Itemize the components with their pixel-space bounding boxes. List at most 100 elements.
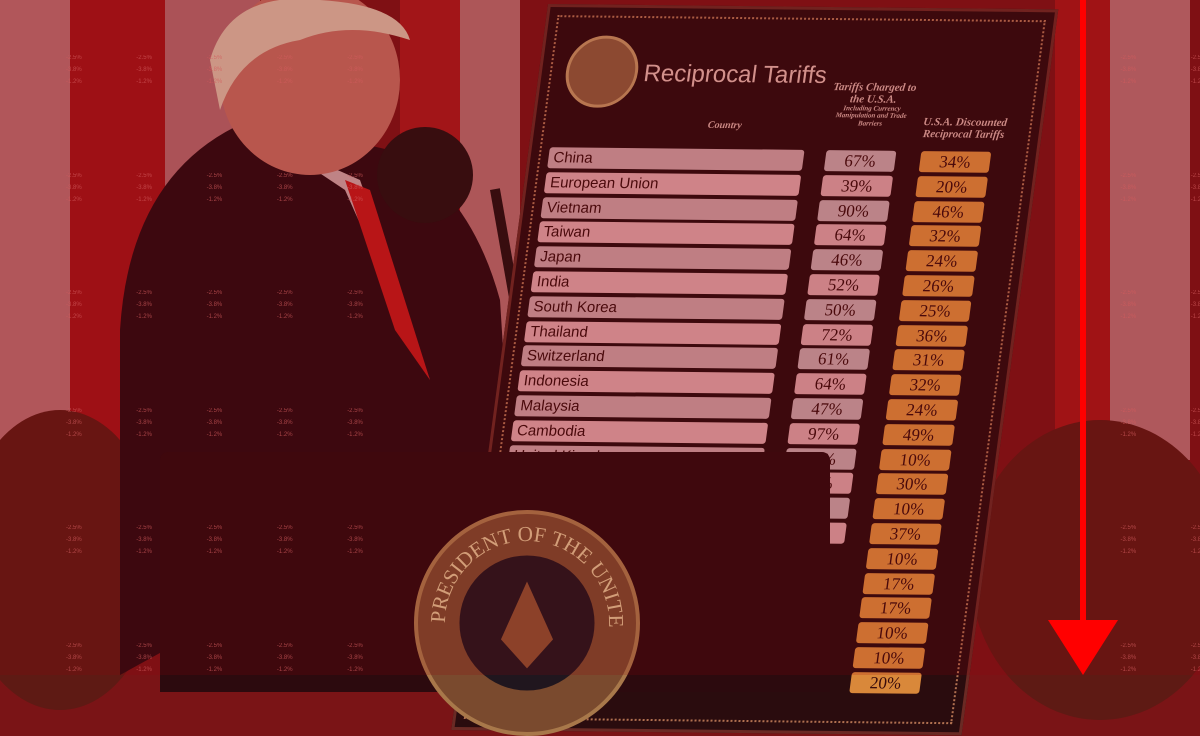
country-label: Taiwan	[537, 221, 795, 246]
discounted-tariff: 32%	[908, 225, 982, 248]
watermark-value: -1.2%	[1190, 196, 1200, 203]
watermark-value: -2.5%	[347, 407, 363, 414]
watermark-value: -2.5%	[66, 642, 82, 649]
watermark-value: -3.8%	[66, 419, 82, 426]
watermark-label: -2.5% -3.8% -1.2%	[207, 170, 223, 206]
discounted-tariff: 24%	[885, 399, 959, 421]
watermark-value: -2.5%	[66, 172, 82, 179]
discounted-tariff: 34%	[918, 151, 992, 173]
watermark-label: -2.5% -3.8% -1.2%	[1191, 287, 1200, 323]
watermark-label: -2.5% -3.8% -1.2%	[136, 640, 152, 676]
watermark-value: -2.5%	[1120, 290, 1137, 296]
watermark-value: -1.2%	[206, 666, 223, 673]
watermark-value: -1.2%	[66, 314, 82, 320]
watermark-label: -2.5% -3.8% -1.2%	[66, 287, 82, 323]
watermark-value: -3.8%	[276, 419, 293, 426]
watermark-value: -2.5%	[1120, 642, 1137, 649]
watermark-value: -3.8%	[136, 537, 152, 543]
watermark-label: -2.5% -3.8% -1.2%	[347, 640, 363, 676]
watermark-label: -2.5% -3.8% -1.2%	[347, 170, 363, 206]
watermark-label: -2.5% -3.8% -1.2%	[66, 640, 82, 676]
watermark-label: -2.5% -3.8% -1.2%	[136, 405, 152, 441]
charged-header-title: Tariffs Charged to the U.S.A.	[832, 81, 918, 106]
watermark-label: -2.5% -3.8% -1.2%	[277, 522, 293, 558]
watermark-value: -2.5%	[347, 525, 363, 531]
watermark-value: -1.2%	[276, 79, 293, 85]
watermark-value: -3.8%	[1120, 67, 1137, 73]
watermark-label: -2.5% -3.8% -1.2%	[66, 52, 82, 88]
discounted-tariff: 32%	[888, 374, 962, 397]
watermark-value: -1.2%	[1190, 549, 1200, 555]
charged-header: Tariffs Charged to the U.S.A. Including …	[825, 81, 921, 128]
watermark-value: -1.2%	[1190, 314, 1200, 320]
watermark-label: -2.5% -3.8% -1.2%	[1121, 170, 1137, 206]
country-label: Thailand	[523, 320, 782, 345]
discounted-tariff: 20%	[915, 175, 989, 198]
watermark-value: -1.2%	[136, 431, 152, 438]
charged-tariff: 39%	[820, 174, 894, 197]
watermark-value: -3.8%	[1120, 654, 1137, 661]
watermark-value: -3.8%	[136, 419, 152, 426]
charged-tariff: 64%	[813, 224, 887, 247]
watermark-value: -1.2%	[136, 314, 152, 320]
watermark-label: -2.5% -3.8% -1.2%	[1121, 52, 1137, 88]
watermark-value: -2.5%	[206, 172, 223, 179]
watermark-value: -2.5%	[206, 55, 223, 61]
country-label: Cambodia	[510, 419, 769, 444]
watermark-label: -2.5% -3.8% -1.2%	[207, 287, 223, 323]
watermark-value: -2.5%	[136, 172, 152, 179]
watermark-label: -2.5% -3.8% -1.2%	[136, 522, 152, 558]
watermark-label: -2.5% -3.8% -1.2%	[207, 522, 223, 558]
watermark-value: -3.8%	[1120, 537, 1137, 543]
watermark-label: -2.5% -3.8% -1.2%	[1121, 405, 1137, 441]
discounted-tariff: 37%	[869, 523, 942, 545]
watermark-value: -2.5%	[1120, 407, 1137, 414]
watermark-label: -2.5% -3.8% -1.2%	[347, 405, 363, 441]
country-label: India	[530, 271, 789, 295]
watermark-value: -3.8%	[347, 302, 363, 308]
watermark-value: -1.2%	[1120, 666, 1137, 673]
discounted-tariff: 17%	[862, 572, 936, 595]
watermark-value: -2.5%	[1120, 525, 1137, 531]
watermark-value: -1.2%	[276, 549, 293, 555]
watermark-value: -2.5%	[136, 407, 152, 414]
watermark-value: -2.5%	[206, 407, 223, 414]
watermark-value: -3.8%	[1190, 184, 1200, 191]
watermark-value: -3.8%	[136, 67, 152, 73]
board-title: Reciprocal Tariffs	[641, 60, 829, 90]
watermark-value: -3.8%	[206, 302, 223, 308]
charged-tariff: 52%	[807, 274, 880, 296]
presidential-seal: PRESIDENT OF THE UNITED STATES	[414, 510, 640, 736]
discounted-tariff: 24%	[905, 250, 979, 273]
watermark-value: -3.8%	[1190, 67, 1200, 73]
country-label: Malaysia	[514, 395, 772, 419]
watermark-value: -3.8%	[206, 184, 223, 191]
country-label: Indonesia	[517, 370, 775, 395]
watermark-value: -3.8%	[66, 537, 82, 543]
watermark-value: -3.8%	[276, 302, 293, 308]
watermark-value: -1.2%	[136, 79, 152, 85]
charged-tariff: 50%	[803, 298, 877, 321]
watermark-value: -3.8%	[276, 654, 293, 661]
watermark-value: -1.2%	[136, 666, 152, 673]
watermark-label: -2.5% -3.8% -1.2%	[136, 287, 152, 323]
watermark-value: -3.8%	[347, 67, 363, 73]
watermark-value: -1.2%	[347, 666, 363, 673]
watermark-value: -2.5%	[276, 525, 293, 531]
watermark-value: -2.5%	[66, 55, 82, 61]
discounted-tariff: 10%	[855, 622, 929, 645]
country-label: Vietnam	[540, 196, 798, 221]
watermark-value: -2.5%	[347, 290, 363, 296]
watermark-value: -3.8%	[1120, 302, 1137, 308]
watermark-value: -1.2%	[66, 431, 82, 438]
country-label: European Union	[543, 172, 802, 196]
watermark-value: -1.2%	[206, 196, 223, 203]
watermark-value: -3.8%	[276, 67, 293, 73]
watermark-value: -3.8%	[347, 184, 363, 191]
watermark-value: -2.5%	[1190, 172, 1200, 179]
watermark-label: -2.5% -3.8% -1.2%	[1121, 522, 1137, 558]
watermark-value: -2.5%	[136, 55, 152, 61]
watermark-value: -1.2%	[1190, 666, 1200, 673]
discounted-tariff: 25%	[898, 299, 972, 322]
watermark-label: -2.5% -3.8% -1.2%	[347, 287, 363, 323]
